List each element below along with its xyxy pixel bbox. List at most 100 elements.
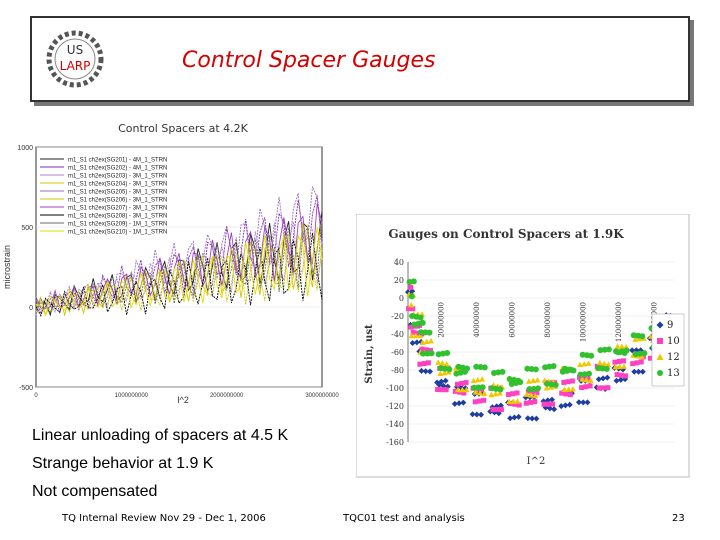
chart-19k-point [499, 368, 506, 375]
chart-19k-point [481, 390, 488, 397]
chart-4k-series-group [35, 186, 323, 317]
chart-19k-point [496, 390, 503, 396]
chart-19k-point [409, 339, 416, 346]
chart-19k-point [525, 378, 532, 384]
chart-19k-point [532, 399, 538, 405]
chart-19k-point [408, 284, 414, 290]
chart-19k-point [419, 346, 425, 352]
chart-19k-point [534, 390, 540, 396]
chart-19k-point [583, 384, 589, 390]
chart-19k-point [569, 378, 575, 384]
chart-19k-point [528, 399, 534, 405]
chart-19k-point [532, 366, 539, 373]
chart-19k-point [563, 391, 569, 397]
chart-19k-point [596, 359, 603, 366]
chart-19k-point [641, 350, 648, 357]
chart-19k-point [472, 399, 478, 405]
chart-19k-point [569, 386, 576, 392]
logo-text-top: US [67, 43, 83, 57]
chart-4k-ylabel: microstrain [2, 245, 12, 289]
chart-19k-point [565, 386, 572, 392]
chart-19k-point [593, 384, 600, 391]
chart-19k-point [528, 392, 535, 398]
chart-19k-point [408, 301, 415, 308]
chart-19k-point [494, 407, 500, 413]
chart-19k-point [629, 347, 636, 354]
chart-19k-point [546, 405, 553, 412]
chart-19k-point [601, 360, 608, 367]
chart-19k-point [581, 375, 587, 381]
chart-19k-point [410, 329, 416, 335]
chart-19k-point [408, 293, 415, 300]
chart-19k-x-tick: 100000000 [579, 302, 587, 342]
chart-19k-point [562, 402, 569, 409]
chart-19k-y-tick: -20 [391, 312, 404, 321]
chart-19k-point [506, 392, 512, 398]
chart-19k-x-tick: 120000000 [615, 302, 623, 342]
chart-19k-point [476, 398, 482, 404]
chart-4k-legend-label: m1_S1 ch2ex(SG205) - 3M_1_STRN [68, 190, 167, 196]
chart-19k-point [551, 406, 558, 413]
chart-19k-frame [356, 214, 690, 478]
chart-19k-point [575, 399, 582, 406]
chart-19k-point [472, 389, 479, 395]
chart-19k-point [446, 366, 453, 373]
chart-19k-point [414, 330, 420, 336]
chart-4k-legend-label: m1_S1 ch2ex(SG210) - 1M_1_STRN [68, 230, 167, 236]
chart-19k-point [420, 350, 427, 357]
chart-4k-legend-label: m1_S1 ch2ex(SG203) - 3M_1_STRN [68, 174, 167, 180]
chart-19k-point [514, 390, 520, 396]
chart-19k-point [490, 407, 496, 413]
chart-19k-point [548, 396, 555, 403]
chart-19k-point [413, 339, 420, 346]
chart-19k-legend-marker [657, 338, 663, 344]
chart-19k-point [444, 349, 451, 356]
chart-19k-point [492, 390, 499, 397]
chart-19k-point [459, 380, 465, 386]
chart-4k-legend-label: m1_S1 ch2ex(SG202) - 4M_1_STRN [68, 166, 167, 172]
chart-19k-x-tick: 80000000 [544, 302, 552, 338]
chart-19k-point [618, 343, 625, 349]
chart-4k-y-tick: 0 [29, 305, 33, 312]
chart-4k-series-line [35, 232, 323, 317]
chart-4k-legend: m1_S1 ch2ex(SG201) - 4M_1_STRN m1_S1 ch2e… [40, 158, 167, 236]
chart-19k-point [425, 360, 431, 366]
chart-19k-point [620, 358, 626, 364]
chart-19k-point [442, 377, 449, 384]
chart-4k-legend-label: m1_S1 ch2ex(SG201) - 4M_1_STRN [68, 158, 167, 164]
chart-19k-point [438, 378, 445, 385]
chart-19k-point [579, 376, 586, 382]
chart-19k-title: Gauges on Control Spacers at 1.9K [388, 227, 624, 241]
chart-19k-point [419, 319, 426, 326]
chart-19k-point [600, 375, 607, 382]
chart-19k-point [426, 368, 433, 375]
chart-4k-legend-label: m1_S1 ch2ex(SG209) - 1M_1_STRN [68, 222, 167, 228]
chart-19k-point [423, 338, 430, 345]
chart-19k-point [605, 361, 612, 368]
chart-19k-point [585, 376, 591, 382]
chart-19k-point [452, 388, 458, 394]
chart-19k-point [587, 377, 594, 383]
chart-19k-point [541, 401, 547, 407]
chart-19k-point [475, 384, 482, 391]
chart-19k-point [497, 402, 504, 409]
chart-19k-point [616, 363, 623, 370]
chart-4k-series-line [35, 216, 323, 314]
chart-19k-point [612, 363, 619, 370]
slide-title: Control Spacer Gauges [182, 48, 436, 73]
chart-19k-point [613, 377, 620, 384]
chart-19k-point [507, 415, 514, 422]
chart-4k-series-line [35, 227, 323, 317]
chart-19k-point [639, 368, 646, 375]
chart-19k-point [552, 381, 559, 388]
chart-19k-point [463, 386, 470, 393]
chart-19k-point [623, 347, 630, 354]
chart-19k-point [428, 337, 435, 344]
chart-19k-y-tick: -40 [391, 330, 404, 339]
chart-19k-point [523, 391, 530, 397]
chart-19k-y-tick: -120 [386, 402, 404, 411]
chart-19k-point [510, 391, 516, 397]
chart-19k-point [423, 347, 429, 353]
chart-19k-point [584, 399, 591, 406]
chart-19k-x-tick: 60000000 [508, 302, 516, 338]
